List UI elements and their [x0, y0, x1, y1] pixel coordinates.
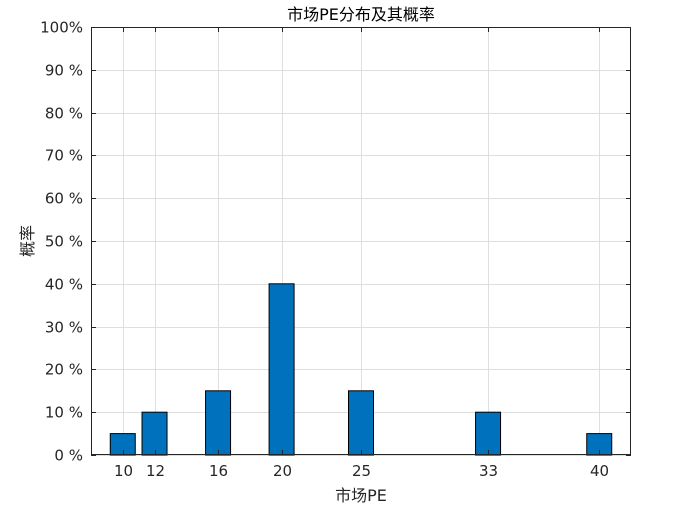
x-tick-label: 40	[590, 462, 609, 480]
y-tick-label: 80 %	[45, 105, 83, 123]
y-tick-label: 20 %	[45, 361, 83, 379]
y-tick-label: 70 %	[45, 147, 83, 165]
y-axis-title: 概率	[18, 225, 37, 257]
x-tick-label: 12	[146, 462, 165, 480]
x-axis-title: 市场PE	[335, 486, 387, 505]
x-tick-label: 16	[209, 462, 228, 480]
y-tick-label: 40 %	[45, 276, 83, 294]
bar-pe-20	[268, 283, 295, 456]
y-tick-label: 0 %	[54, 447, 83, 465]
bar-pe-33	[475, 411, 502, 456]
chart-title: 市场PE分布及其概率	[287, 5, 435, 24]
y-tick-label: 100%	[40, 19, 83, 37]
y-tick-label: 60 %	[45, 190, 83, 208]
x-tick-label: 20	[273, 462, 292, 480]
bar-pe-25	[348, 390, 374, 456]
y-tick-label: 50 %	[45, 233, 83, 251]
bar-pe-12	[141, 411, 168, 456]
x-tick-label: 33	[479, 462, 498, 480]
bar-pe-10	[109, 433, 136, 456]
y-tick-label: 90 %	[45, 62, 83, 80]
ticks: 0 % 10 % 20 % 30 % 40 % 50 % 60 % 70 % 80 % 90 % 1…	[40, 19, 631, 480]
bar-pe-16	[205, 390, 232, 456]
y-tick-label: 10 %	[45, 404, 83, 422]
bars	[109, 283, 613, 456]
y-tick-label: 30 %	[45, 319, 83, 337]
x-tick-label: 10	[114, 462, 133, 480]
x-tick-label: 25	[352, 462, 371, 480]
